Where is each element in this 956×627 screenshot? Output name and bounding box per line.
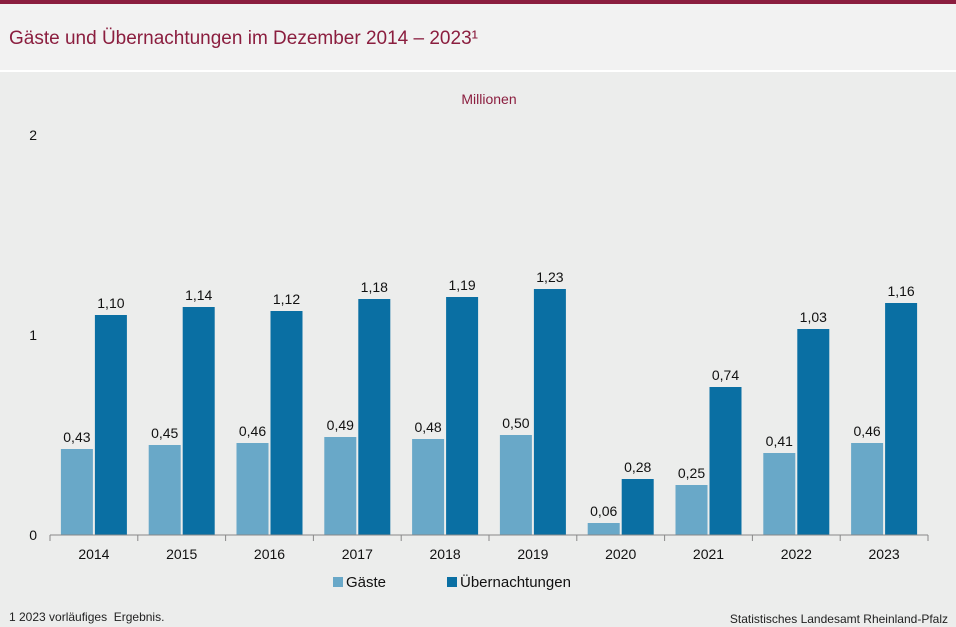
accent-bar <box>0 0 956 4</box>
data-label: 1,19 <box>448 277 475 293</box>
y-tick-label: 0 <box>29 527 37 543</box>
divider <box>0 70 956 72</box>
footnote: 1 2023 vorläufiges Ergebnis. <box>9 610 165 624</box>
bar-gaeste <box>148 445 181 535</box>
legend-label-uebernachtungen: Übernachtungen <box>460 573 571 591</box>
x-tick-label: 2015 <box>166 546 197 562</box>
data-label: 1,14 <box>185 287 212 303</box>
x-tick-label: 2020 <box>605 546 636 562</box>
y-tick-label: 2 <box>29 127 37 143</box>
legend-swatch-gaeste <box>333 577 343 587</box>
source-credit: Statistisches Landesamt Rheinland-Pfalz <box>729 612 948 626</box>
data-label: 0,74 <box>712 367 739 383</box>
bar-uebernachtungen <box>709 387 742 535</box>
bar-gaeste <box>499 435 532 535</box>
bar-gaeste <box>763 453 796 535</box>
data-label: 1,18 <box>361 279 388 295</box>
bar-gaeste <box>851 443 884 535</box>
data-label: 0,48 <box>414 419 441 435</box>
bar-uebernachtungen <box>446 297 479 535</box>
x-tick-label: 2019 <box>517 546 548 562</box>
bar-uebernachtungen <box>797 329 830 535</box>
data-label: 0,41 <box>766 433 793 449</box>
data-label: 0,06 <box>590 503 617 519</box>
x-tick-label: 2016 <box>254 546 285 562</box>
bar-gaeste <box>675 485 708 535</box>
bar-uebernachtungen <box>885 303 918 535</box>
bar-gaeste <box>587 523 620 535</box>
data-label: 1,10 <box>97 295 124 311</box>
bar-uebernachtungen <box>270 311 303 535</box>
legend-swatch-uebernachtungen <box>447 577 457 587</box>
data-label: 1,16 <box>887 283 914 299</box>
x-tick-label: 2022 <box>781 546 812 562</box>
data-label: 0,43 <box>63 429 90 445</box>
data-label: 1,23 <box>536 269 563 285</box>
x-tick-label: 2023 <box>869 546 900 562</box>
data-label: 0,28 <box>624 459 651 475</box>
data-label: 0,46 <box>239 423 266 439</box>
data-label: 1,03 <box>800 309 827 325</box>
data-label: 0,49 <box>327 417 354 433</box>
chart-area: Millionen 0 1 2 0,43 1,10 2014 0,45 1,14 2015 0,46… <box>0 72 956 627</box>
bar-gaeste <box>324 437 357 535</box>
bar-gaeste <box>236 443 269 535</box>
y-unit-label: Millionen <box>461 91 516 107</box>
bar-chart: Millionen 0 1 2 0,43 1,10 2014 0,45 1,14 2015 0,46… <box>29 91 929 591</box>
bar-uebernachtungen <box>182 307 215 535</box>
y-tick-label: 1 <box>29 327 37 343</box>
legend-label-gaeste: Gäste <box>346 574 386 591</box>
header: Gäste und Übernachtungen im Dezember 201… <box>0 4 956 70</box>
bar-gaeste <box>60 449 93 535</box>
chart-title: Gäste und Übernachtungen im Dezember 201… <box>9 28 478 49</box>
bar-uebernachtungen <box>358 299 391 535</box>
data-label: 0,25 <box>678 465 705 481</box>
data-label: 0,46 <box>853 423 880 439</box>
bar-uebernachtungen <box>621 479 654 535</box>
x-tick-label: 2014 <box>78 546 109 562</box>
x-tick-label: 2021 <box>693 546 724 562</box>
data-label: 0,50 <box>502 415 529 431</box>
x-tick-label: 2017 <box>342 546 373 562</box>
x-tick-label: 2018 <box>430 546 461 562</box>
data-label: 1,12 <box>273 291 300 307</box>
bar-uebernachtungen <box>94 315 127 535</box>
bar-uebernachtungen <box>533 289 566 535</box>
data-label: 0,45 <box>151 425 178 441</box>
bar-gaeste <box>412 439 445 535</box>
